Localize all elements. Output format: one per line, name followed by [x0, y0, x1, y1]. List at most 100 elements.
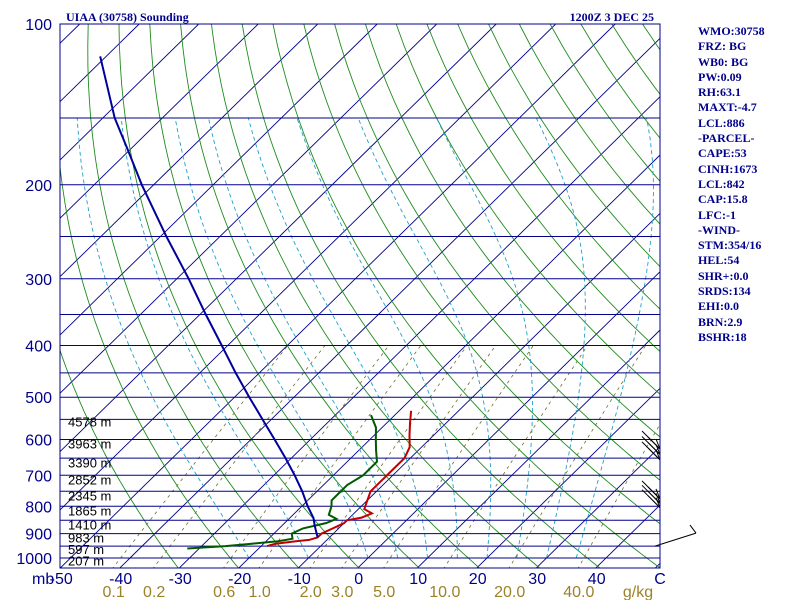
moist-adiabat — [174, 117, 369, 559]
isotherm — [297, 212, 660, 568]
stats-panel: WMO:30758 FRZ: BG WB0: BG PW:0.09 RH:63.1 MAX… — [698, 24, 798, 345]
pressure-tick-label: 700 — [25, 468, 52, 485]
stat-line: BRN:2.9 — [698, 314, 743, 329]
temperature-unit-label: C — [654, 571, 666, 588]
dry-adiabat — [60, 162, 240, 568]
moist-adiabat — [120, 117, 309, 559]
mixing-ratio-tick-label: 1.0 — [248, 584, 270, 600]
isotherm — [60, 24, 199, 161]
pressure-tick-label: 1000 — [16, 551, 52, 568]
isobar-lines — [60, 23, 660, 559]
stat-line: PW:0.09 — [698, 69, 742, 84]
stat-line: HEL:54 — [698, 253, 740, 268]
isotherm — [60, 24, 437, 394]
mixing-ratio-tick-label: 2.0 — [300, 584, 322, 600]
stat-line: -PARCEL- — [698, 131, 755, 146]
isotherm — [535, 446, 660, 568]
dry-adiabat — [488, 24, 660, 268]
isotherm — [60, 24, 140, 103]
height-label: 597 m — [68, 542, 104, 557]
temperature-tick-label: -10 — [288, 571, 311, 588]
stat-line: WMO:30758 — [698, 24, 765, 38]
moist-adiabat — [575, 117, 654, 559]
stat-line: FRZ: BG — [698, 39, 747, 54]
pressure-tick-label: 400 — [25, 339, 52, 356]
mixing-ratio-tick-label: 10.0 — [429, 584, 460, 600]
wind-barb — [641, 441, 661, 461]
height-label: 4578 m — [68, 415, 111, 430]
dry-adiabat — [118, 24, 360, 568]
mixing-ratio-tick-label: 20.0 — [494, 584, 525, 600]
chart-title: UIAA (30758) Sounding — [66, 10, 189, 24]
height-label: 2345 m — [68, 489, 111, 504]
profile-temperature — [266, 410, 413, 548]
dry-adiabat — [87, 24, 300, 568]
pressure-tick-label: 200 — [25, 178, 52, 195]
wind-barb — [641, 489, 661, 509]
wind-barbs — [641, 430, 697, 547]
isotherm — [0, 24, 20, 569]
mixing-ratio-line — [152, 345, 326, 568]
moist-adiabat — [208, 117, 399, 559]
dry-adiabat — [426, 24, 660, 353]
height-label: 983 m — [68, 530, 104, 545]
mixing-ratio-tick-label: 5.0 — [373, 584, 395, 600]
mixing-ratio-line — [383, 345, 534, 568]
moist-adiabat — [76, 117, 250, 559]
profile-dewpoint — [187, 414, 379, 550]
isotherm — [178, 96, 660, 568]
moist-adiabat — [296, 117, 458, 558]
isotherm — [60, 24, 318, 278]
isotherm — [416, 329, 660, 568]
mixing-ratio-tick-label: 0.6 — [213, 584, 235, 600]
stat-line: MAXT:-4.7 — [698, 100, 757, 115]
profile-parcel — [99, 56, 319, 538]
height-label: 1865 m — [68, 504, 111, 519]
stat-line: LFC:-1 — [698, 207, 736, 222]
dry-adiabat — [303, 24, 660, 525]
pressure-tick-label: 300 — [25, 272, 52, 289]
stat-line: EHI:0.0 — [698, 299, 740, 314]
temperature-tick-label: 20 — [469, 571, 487, 588]
stat-line: LCL:886 — [698, 115, 745, 130]
mixing-ratio-tick-label: 0.2 — [143, 584, 165, 600]
temperature-tick-label: -20 — [228, 571, 251, 588]
stat-line: RH:63.1 — [698, 85, 741, 100]
valid-time: 1200Z 3 DEC 25 — [570, 10, 654, 24]
sounding-profiles — [99, 56, 413, 550]
moist-adiabat — [535, 117, 586, 559]
isotherm — [60, 24, 378, 336]
stat-line: BSHR:18 — [698, 329, 747, 344]
pressure-tick-label: 900 — [25, 527, 52, 544]
mixing-ratio-line — [577, 423, 660, 568]
temperature-tick-label: 0 — [354, 571, 363, 588]
temperature-tick-label: -30 — [169, 571, 192, 588]
dry-adiabat — [272, 24, 660, 568]
isotherm — [60, 24, 497, 453]
mixing-ratio-tick-label: 3.0 — [331, 584, 353, 600]
mixing-ratio-line — [341, 345, 496, 568]
temperature-tick-label: 40 — [588, 571, 606, 588]
stat-line: -WIND- — [698, 222, 740, 237]
dry-adiabat — [395, 24, 660, 395]
isotherm — [476, 387, 660, 568]
mixing-ratio-tick-label: 0.1 — [102, 584, 124, 600]
stat-line: WB0: BG — [698, 54, 749, 69]
moist-adiabat — [436, 117, 533, 559]
background-grid — [0, 24, 660, 569]
mixing-ratio-line — [258, 345, 422, 568]
temperature-tick-label: 10 — [409, 571, 427, 588]
mixing-ratio-line — [309, 345, 468, 568]
height-label: 3390 m — [68, 455, 111, 470]
stat-line: CAPE:53 — [698, 146, 747, 161]
isotherm — [238, 154, 660, 568]
pressure-unit-label: mb — [32, 571, 54, 588]
stat-line: STM:354/16 — [698, 238, 762, 253]
pressure-tick-label: 600 — [25, 433, 52, 450]
dry-adiabat — [149, 24, 420, 568]
dry-adiabat — [180, 24, 481, 568]
height-label: 207 m — [68, 553, 104, 568]
height-label: 3963 m — [68, 436, 111, 451]
